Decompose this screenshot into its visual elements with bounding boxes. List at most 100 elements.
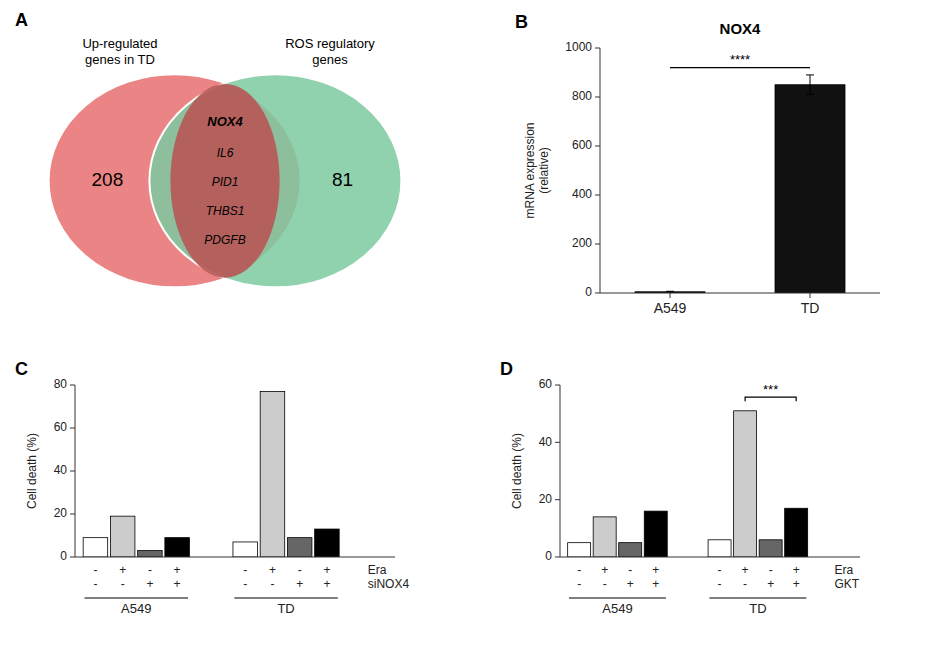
panel-label: A — [15, 10, 28, 30]
significance-label: **** — [730, 52, 750, 67]
significance-label: *** — [763, 382, 778, 397]
y-tick-label: 400 — [572, 187, 592, 201]
condition-sign: - — [298, 563, 302, 577]
condition-sign: + — [767, 577, 774, 591]
condition-sign: - — [718, 577, 722, 591]
bar — [785, 508, 808, 557]
group-underline — [569, 597, 666, 598]
venn-set-label: Up-regulatedgenes in TD — [82, 37, 157, 68]
bar — [775, 85, 845, 293]
grouped-bar-panel: 0204060Cell death (%)-+-+-+-+Era--++--++… — [500, 359, 860, 616]
bar — [315, 529, 340, 557]
y-label-group: mRNA expression(relative) — [523, 122, 551, 218]
condition-sign: - — [628, 563, 632, 577]
y-axis-line — [600, 48, 601, 293]
error-line — [810, 75, 811, 95]
condition-sign: + — [627, 577, 634, 591]
y-tick — [595, 244, 600, 245]
condition-sign: - — [577, 577, 581, 591]
y-tick-label: 600 — [572, 138, 592, 152]
y-tick-label: 0 — [60, 549, 67, 563]
error-bar — [806, 75, 814, 95]
group-underline — [709, 597, 806, 598]
condition-sign: + — [652, 577, 659, 591]
y-tick — [595, 48, 600, 49]
y-tick — [70, 471, 75, 472]
y-tick-label: 80 — [54, 377, 68, 391]
y-label-group: Cell death (%) — [25, 433, 39, 509]
y-tick-label: 60 — [54, 420, 68, 434]
group-underline — [85, 597, 188, 598]
x-axis-line — [75, 557, 395, 558]
y-tick-label: 60 — [539, 377, 553, 391]
y-tick — [595, 195, 600, 196]
condition-sign: - — [743, 577, 747, 591]
bar — [165, 538, 190, 557]
y-tick — [70, 428, 75, 429]
bar — [83, 538, 108, 557]
x-axis-line — [600, 293, 880, 294]
condition-sign: - — [243, 577, 247, 591]
condition-name: Era — [368, 563, 387, 577]
bar-panel: A549TD02004006008001000mRNA expression(r… — [515, 12, 880, 316]
venn-overlap — [170, 84, 279, 278]
group-underline — [234, 597, 337, 598]
venn-count: 81 — [332, 169, 353, 190]
condition-sign: - — [577, 563, 581, 577]
condition-sign: - — [121, 577, 125, 591]
condition-sign: + — [323, 577, 330, 591]
x-axis-line — [560, 557, 860, 558]
condition-sign: + — [793, 577, 800, 591]
bar — [734, 411, 757, 557]
condition-sign: + — [652, 563, 659, 577]
marks — [568, 411, 808, 557]
y-tick-label: 40 — [54, 463, 68, 477]
error-bar — [666, 291, 674, 293]
condition-sign: + — [323, 563, 330, 577]
group-label: TD — [749, 601, 766, 616]
bar — [260, 391, 285, 557]
error-cap — [806, 94, 814, 95]
x-tick-label: TD — [801, 300, 820, 316]
significance-line — [745, 397, 796, 401]
condition-sign: + — [296, 577, 303, 591]
bar — [708, 540, 731, 557]
group-label: A549 — [121, 601, 151, 616]
y-axis-line — [560, 385, 561, 557]
bar — [568, 543, 591, 557]
panel-label: C — [15, 359, 28, 379]
panel-label: D — [500, 359, 513, 379]
venn-count: 208 — [92, 169, 124, 190]
figure: Up-regulatedgenes in TD208ROS regulatory… — [0, 0, 927, 652]
venn-overlap-item: PDGFB — [204, 233, 245, 247]
y-tick-label: 20 — [54, 506, 68, 520]
condition-sign: + — [269, 563, 276, 577]
venn-overlap-item: THBS1 — [206, 204, 245, 218]
condition-sign: + — [174, 577, 181, 591]
y-tick-label: 1000 — [565, 40, 592, 54]
condition-name: GKT — [834, 577, 859, 591]
x-tick — [810, 293, 811, 298]
grouped-bar-panel: 020406080Cell death (%)-+-+-+-+Era--++--… — [15, 359, 409, 616]
bar — [759, 540, 782, 557]
condition-sign: - — [148, 563, 152, 577]
condition-sign: + — [119, 563, 126, 577]
group-label: TD — [277, 601, 294, 616]
bar — [644, 511, 667, 557]
y-axis-label: Cell death (%) — [510, 433, 524, 509]
condition-name: siNOX4 — [368, 577, 410, 591]
error-cap — [806, 74, 814, 75]
venn-panel: Up-regulatedgenes in TD208ROS regulatory… — [15, 10, 401, 287]
y-axis-label: Cell death (%) — [25, 433, 39, 509]
y-tick — [70, 557, 75, 558]
y-tick — [555, 442, 560, 443]
y-axis-label: mRNA expression(relative) — [523, 122, 551, 218]
condition-sign: - — [718, 563, 722, 577]
condition-sign: - — [270, 577, 274, 591]
title: NOX4 — [720, 20, 762, 37]
y-tick — [595, 97, 600, 98]
condition-sign: - — [603, 577, 607, 591]
y-tick — [70, 385, 75, 386]
significance-bracket: *** — [745, 382, 796, 401]
condition-sign: - — [93, 563, 97, 577]
